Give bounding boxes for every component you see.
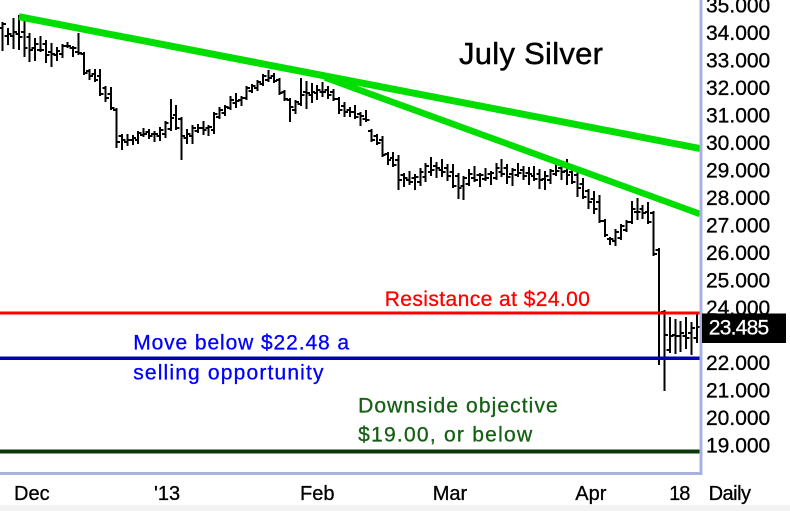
svg-text:34.000: 34.000 — [706, 22, 770, 45]
svg-text:22.000: 22.000 — [706, 352, 770, 375]
svg-text:18: 18 — [669, 483, 690, 505]
svg-text:25.000: 25.000 — [706, 269, 770, 292]
svg-text:30.000: 30.000 — [706, 132, 770, 155]
svg-text:31.000: 31.000 — [706, 104, 770, 127]
svg-text:20.000: 20.000 — [706, 407, 770, 430]
svg-text:19.000: 19.000 — [706, 434, 770, 457]
svg-text:33.000: 33.000 — [706, 49, 770, 72]
svg-text:32.000: 32.000 — [706, 77, 770, 100]
svg-text:Mar: Mar — [433, 483, 468, 505]
svg-text:27.000: 27.000 — [706, 214, 770, 237]
svg-text:Apr: Apr — [575, 483, 606, 505]
svg-text:23.485: 23.485 — [709, 317, 769, 340]
svg-text:Resistance at $24.00: Resistance at $24.00 — [385, 288, 591, 311]
svg-text:28.000: 28.000 — [706, 187, 770, 210]
svg-text:selling opportunity: selling opportunity — [133, 362, 325, 385]
svg-text:Downside objective: Downside objective — [358, 394, 559, 417]
svg-text:Feb: Feb — [300, 483, 334, 505]
svg-text:Daily: Daily — [709, 483, 751, 505]
svg-text:21.000: 21.000 — [706, 379, 770, 402]
svg-text:29.000: 29.000 — [706, 159, 770, 182]
svg-text:'13: '13 — [154, 483, 180, 505]
svg-text:Move below $22.48 a: Move below $22.48 a — [133, 331, 350, 354]
svg-text:$19.00, or below: $19.00, or below — [358, 423, 533, 446]
svg-text:Dec: Dec — [14, 483, 50, 505]
svg-text:July Silver: July Silver — [459, 36, 603, 71]
svg-text:35.000: 35.000 — [706, 0, 770, 17]
svg-text:26.000: 26.000 — [706, 242, 770, 265]
